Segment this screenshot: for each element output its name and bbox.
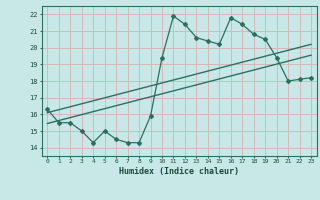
- X-axis label: Humidex (Indice chaleur): Humidex (Indice chaleur): [119, 167, 239, 176]
